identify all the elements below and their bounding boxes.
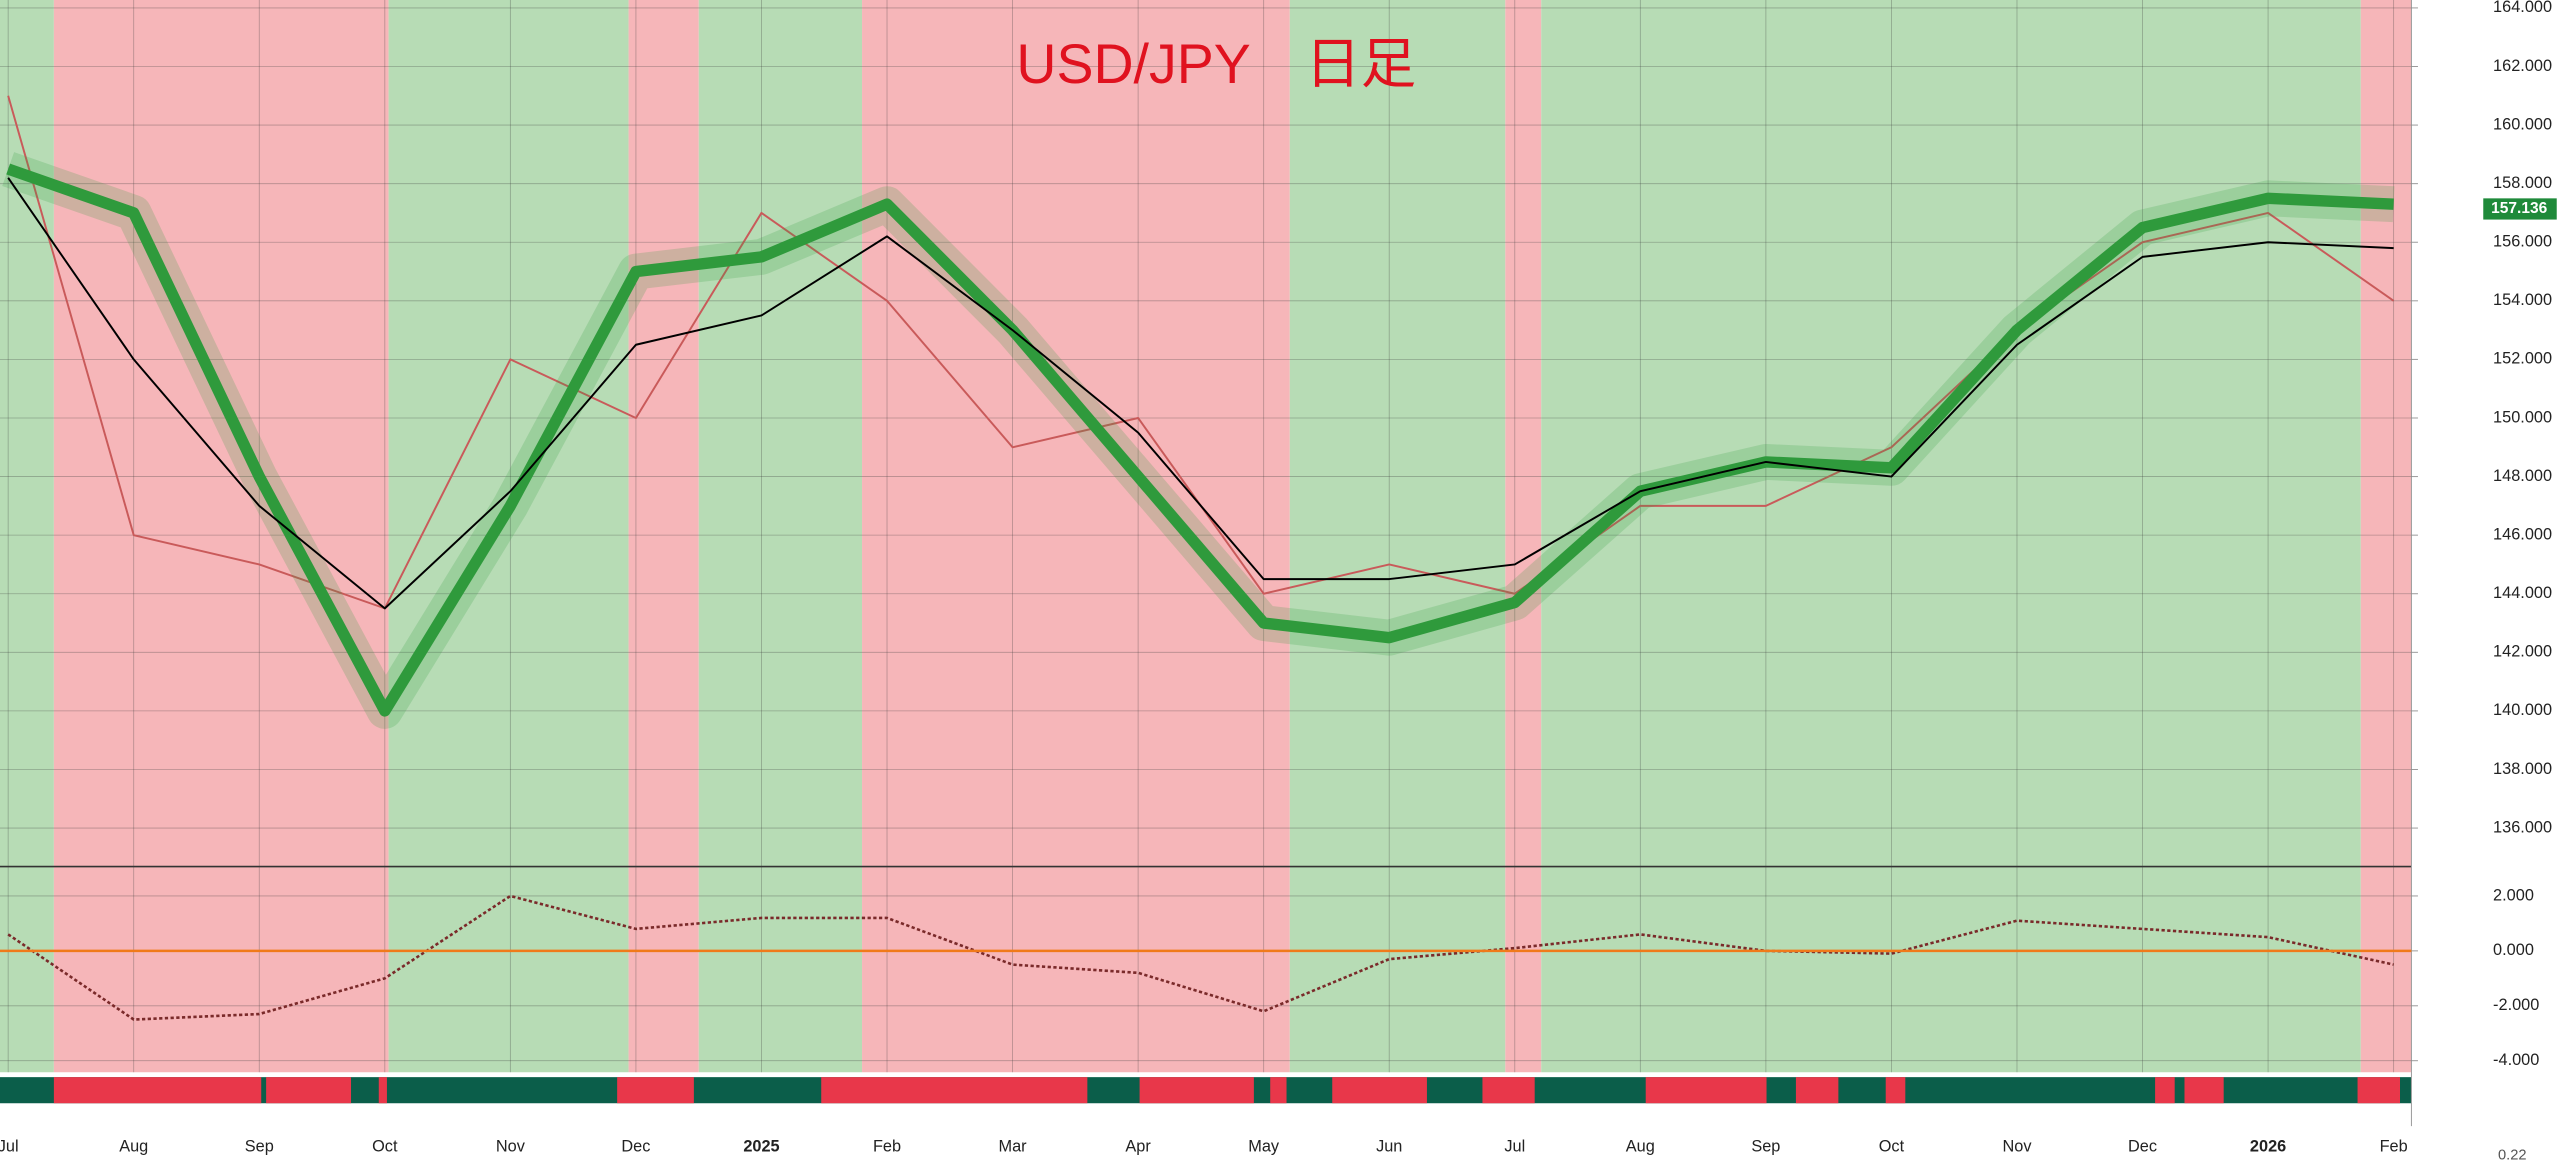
x-tick-label: May: [1248, 1138, 1280, 1156]
y-tick-label: 154.000: [2493, 291, 2552, 309]
last-price-label: 157.136: [2491, 200, 2547, 217]
chart-title: USD/JPY 日足: [1016, 33, 1416, 95]
y-tick-label: 142.000: [2493, 643, 2552, 661]
x-tick-label: Apr: [1125, 1138, 1151, 1156]
y-tick-label: 138.000: [2493, 760, 2552, 778]
x-tick-label: Aug: [119, 1138, 148, 1156]
cut-off-label: 0.22: [2498, 1147, 2527, 1162]
x-tick-label: 2025: [743, 1138, 779, 1156]
x-tick-label: Aug: [1626, 1138, 1655, 1156]
series-line: [7, 894, 2394, 1021]
y-tick-label: 164.000: [2493, 0, 2552, 16]
x-tick-label: Jun: [1376, 1138, 1402, 1156]
y-tick-label: 144.000: [2493, 584, 2552, 602]
y-tick-label: 158.000: [2493, 174, 2552, 192]
y-tick-label: 152.000: [2493, 350, 2552, 368]
y-tick-label: -4.000: [2493, 1051, 2539, 1069]
x-tick-label: Jul: [0, 1138, 19, 1156]
x-tick-label: Jul: [1504, 1138, 1525, 1156]
series-line: [7, 177, 2394, 610]
y-tick-label: -2.000: [2493, 996, 2539, 1014]
y-tick-label: 2.000: [2493, 886, 2534, 904]
x-tick-label: Nov: [496, 1138, 526, 1156]
x-tick-label: Oct: [1879, 1138, 1905, 1156]
x-tick-label: Dec: [621, 1138, 650, 1156]
signal-strip: [0, 1077, 2412, 1104]
x-tick-label: Dec: [2128, 1138, 2157, 1156]
y-tick-label: 0.000: [2493, 941, 2534, 959]
y-tick-label: 136.000: [2493, 818, 2552, 836]
x-tick-label: Sep: [245, 1138, 274, 1156]
x-tick-label: Mar: [999, 1138, 1028, 1156]
series-line: [6, 163, 2394, 717]
y-tick-label: 146.000: [2493, 525, 2552, 543]
y-tick-label: 162.000: [2493, 57, 2552, 75]
y-tick-label: 148.000: [2493, 467, 2552, 485]
y-tick-label: 140.000: [2493, 701, 2552, 719]
x-tick-label: Feb: [873, 1138, 901, 1156]
regime-bands: [0, 0, 2412, 1073]
y-tick-label: 150.000: [2493, 408, 2552, 426]
x-tick-label: Oct: [372, 1138, 398, 1156]
x-tick-label: Feb: [2380, 1138, 2408, 1156]
y-tick-label: 160.000: [2493, 115, 2552, 133]
x-tick-label: Sep: [1751, 1138, 1780, 1156]
last-price-box: [2483, 198, 2557, 220]
x-tick-label: Nov: [2002, 1138, 2032, 1156]
x-tick-label: 2026: [2250, 1138, 2286, 1156]
y-tick-label: 156.000: [2493, 233, 2552, 251]
